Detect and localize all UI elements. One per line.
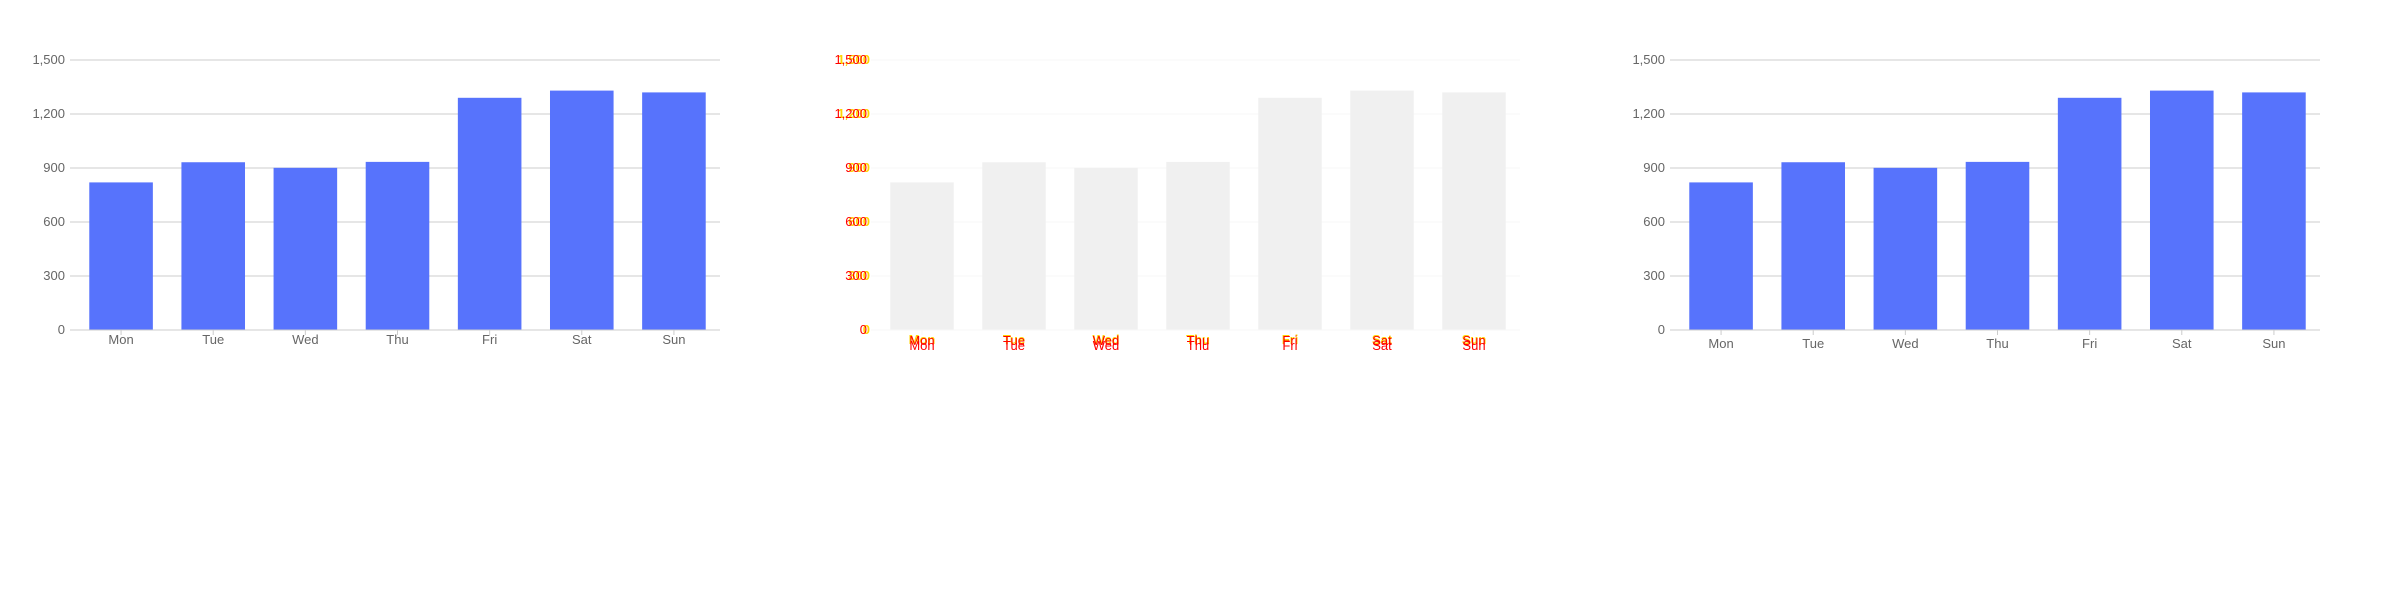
bar-chart-right-svg: 0 300 600 900 1,200 1,500 Mon Tue Wed Thu Fri Sat Su… bbox=[1632, 52, 2320, 351]
y-tick-label: 0 bbox=[58, 322, 65, 337]
x-tick-label: Sat bbox=[572, 332, 592, 347]
x-tick-label: Thu bbox=[1187, 333, 1209, 348]
y-tick-label: 1,500 bbox=[32, 52, 65, 67]
bar-fri bbox=[2057, 97, 2122, 330]
x-tick-label-shadow: Wed bbox=[1092, 332, 1119, 347]
x-tick-label: Sat bbox=[1372, 333, 1392, 348]
y-tick-label-shadow: 0 bbox=[863, 322, 870, 337]
bar-chart-middle-svg: 003003006006009009001,2001,2001,5001,500… bbox=[834, 52, 1520, 353]
y-tick-label: 600 bbox=[1643, 214, 1665, 229]
bar-wed bbox=[1873, 167, 1938, 330]
x-tick-label-shadow: Sun bbox=[1462, 332, 1487, 347]
bar-sat bbox=[1350, 90, 1414, 330]
y-tick-label-shadow: 300 bbox=[848, 268, 870, 283]
y-tick-label: 0 bbox=[860, 322, 867, 337]
bar-chart-left: 0 300 600 900 1,200 1,500 Mon Tue Wed Thu Fri Sat Su… bbox=[0, 0, 800, 400]
y-tick-label: 900 bbox=[845, 160, 867, 175]
x-tick-label: Fri bbox=[482, 332, 497, 347]
y-tick-label-shadow: 1,200 bbox=[837, 106, 870, 121]
x-tick-label-overlap: Sun bbox=[1462, 338, 1485, 353]
x-tick-label-overlap: Wed bbox=[1093, 338, 1120, 353]
x-tick-label: Thu bbox=[1986, 336, 2008, 351]
y-tick-label-shadow: 900 bbox=[848, 160, 870, 175]
bar-thu bbox=[365, 161, 430, 330]
bar-chart-middle-faded: 0 0 300 300 600 600 900 900 1,200 1,200 1,500 1,500… bbox=[800, 0, 1600, 400]
x-tick-label-overlap: Mon bbox=[909, 338, 934, 353]
y-tick-label: 0 bbox=[1658, 322, 1665, 337]
x-tick-label-overlap: Thu bbox=[1187, 338, 1209, 353]
y-tick-label: 1,200 bbox=[32, 106, 65, 121]
x-tick-label-shadow: Sat bbox=[1372, 332, 1393, 347]
bar-tue bbox=[982, 162, 1046, 330]
x-tick-label: Sat bbox=[2172, 336, 2192, 351]
bar-sat bbox=[549, 90, 614, 330]
bar-sat bbox=[2149, 90, 2214, 330]
x-tick-label: Sun bbox=[662, 332, 685, 347]
x-tick-label: Tue bbox=[202, 332, 224, 347]
bar-thu bbox=[1965, 161, 2030, 330]
x-tick-label: Tue bbox=[1802, 336, 1824, 351]
x-tick-label: Sun bbox=[1462, 333, 1485, 348]
bar-sun bbox=[1442, 92, 1506, 331]
y-tick-label: 600 bbox=[845, 214, 867, 229]
bar-mon bbox=[1689, 182, 1753, 330]
y-tick-label: 1,200 bbox=[834, 106, 867, 121]
y-tick-label: 900 bbox=[1643, 160, 1665, 175]
x-tick-label: Sun bbox=[2262, 336, 2285, 351]
y-tick-label-shadow: 1,500 bbox=[837, 52, 870, 67]
x-tick-label-overlap: Sat bbox=[1372, 338, 1392, 353]
x-tick-label: Wed bbox=[1892, 336, 1919, 351]
x-tick-label: Fri bbox=[1282, 333, 1297, 348]
y-tick-label: 300 bbox=[845, 268, 867, 283]
y-tick-label: 1,500 bbox=[1632, 52, 1665, 67]
y-tick-label: 300 bbox=[1643, 268, 1665, 283]
x-tick-label: Thu bbox=[386, 332, 408, 347]
x-tick-label: Wed bbox=[1093, 333, 1120, 348]
x-tick-label: Fri bbox=[2082, 336, 2097, 351]
y-tick-label: 1,200 bbox=[1632, 106, 1665, 121]
bar-mon bbox=[89, 182, 153, 330]
bar-fri bbox=[457, 97, 522, 330]
y-tick-label: 1,500 bbox=[834, 52, 867, 67]
bar-sun bbox=[642, 92, 706, 331]
bar-wed bbox=[1074, 167, 1138, 330]
x-tick-label-shadow: Tue bbox=[1003, 332, 1025, 347]
bar-chart-right: 0 300 600 900 1,200 1,500 Mon Tue Wed Thu Fri Sat Su… bbox=[1600, 0, 2400, 400]
bar-tue bbox=[1781, 162, 1846, 330]
y-tick-label: 600 bbox=[43, 214, 65, 229]
y-tick-label-shadow: 600 bbox=[848, 214, 870, 229]
x-tick-label-overlap: Fri bbox=[1282, 338, 1297, 353]
bar-mon bbox=[890, 182, 954, 330]
x-tick-label: Wed bbox=[292, 332, 319, 347]
y-tick-label: 900 bbox=[43, 160, 65, 175]
x-tick-label: Tue bbox=[1003, 333, 1025, 348]
x-tick-label: Mon bbox=[1708, 336, 1733, 351]
bar-thu bbox=[1166, 161, 1230, 330]
bar-wed bbox=[273, 167, 338, 330]
bar-fri bbox=[1258, 97, 1322, 330]
y-tick-label: 300 bbox=[43, 268, 65, 283]
x-tick-label-shadow: Fri bbox=[1282, 332, 1299, 347]
x-tick-label: Mon bbox=[909, 333, 934, 348]
x-tick-label-shadow: Mon bbox=[909, 332, 936, 347]
x-tick-label-shadow: Thu bbox=[1186, 332, 1210, 347]
bar-chart-left-svg: 0 300 600 900 1,200 1,500 Mon Tue Wed Thu Fri Sat Su… bbox=[32, 52, 720, 347]
x-tick-label: Mon bbox=[108, 332, 133, 347]
x-tick-label-overlap: Tue bbox=[1003, 338, 1025, 353]
bar-sun bbox=[2242, 92, 2306, 331]
bar-tue bbox=[181, 162, 246, 330]
